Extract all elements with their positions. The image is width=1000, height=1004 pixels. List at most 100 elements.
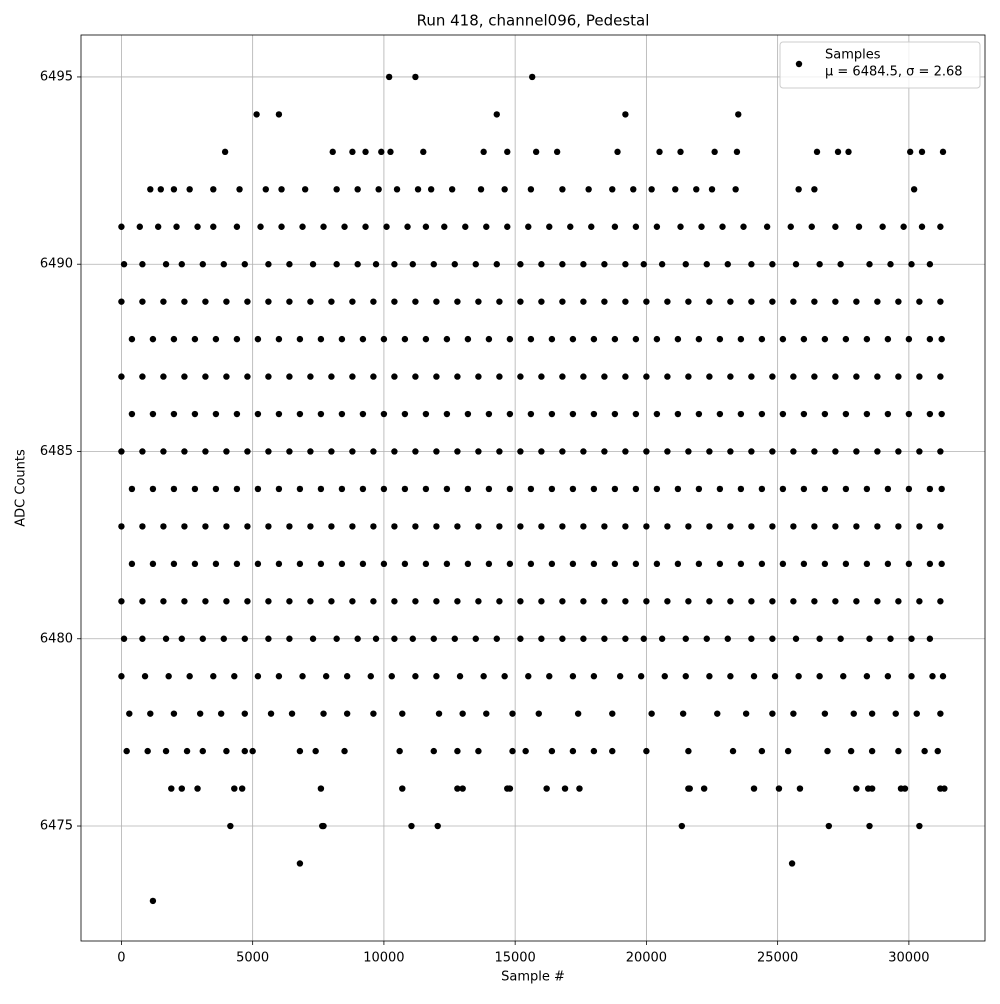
point bbox=[895, 523, 902, 530]
point bbox=[120, 635, 128, 642]
point bbox=[118, 223, 125, 230]
point bbox=[408, 822, 415, 830]
point bbox=[220, 261, 227, 268]
point bbox=[926, 560, 934, 568]
point bbox=[842, 335, 850, 343]
point bbox=[433, 373, 440, 380]
point bbox=[637, 673, 645, 680]
point bbox=[191, 410, 199, 418]
point bbox=[811, 298, 818, 305]
point bbox=[139, 523, 146, 530]
point bbox=[622, 448, 629, 455]
point bbox=[918, 223, 926, 230]
point bbox=[622, 298, 629, 305]
point bbox=[559, 261, 566, 268]
point bbox=[632, 485, 640, 493]
point bbox=[307, 523, 314, 530]
point bbox=[370, 710, 377, 717]
point bbox=[674, 410, 682, 418]
point bbox=[254, 335, 262, 343]
point bbox=[937, 523, 944, 530]
point bbox=[223, 523, 230, 530]
point bbox=[916, 373, 923, 380]
point bbox=[775, 785, 783, 792]
point bbox=[779, 485, 787, 493]
point bbox=[118, 598, 125, 605]
point bbox=[459, 785, 466, 792]
point bbox=[548, 485, 556, 493]
point bbox=[341, 747, 348, 755]
point bbox=[504, 223, 511, 230]
point bbox=[811, 448, 818, 455]
point bbox=[244, 523, 251, 530]
point bbox=[727, 373, 734, 380]
point bbox=[233, 560, 241, 568]
point bbox=[716, 410, 724, 418]
point bbox=[309, 261, 317, 268]
point bbox=[706, 598, 713, 605]
point bbox=[173, 223, 180, 230]
point bbox=[375, 186, 382, 193]
point bbox=[454, 785, 461, 792]
point bbox=[632, 335, 640, 343]
point bbox=[559, 186, 566, 193]
point bbox=[837, 635, 844, 642]
point bbox=[895, 298, 902, 305]
point bbox=[493, 261, 500, 268]
point bbox=[737, 560, 745, 568]
point bbox=[916, 298, 923, 305]
point bbox=[611, 485, 619, 493]
point bbox=[275, 560, 283, 568]
point bbox=[580, 261, 587, 268]
point bbox=[938, 410, 945, 418]
point bbox=[149, 560, 157, 568]
point bbox=[254, 560, 262, 568]
point bbox=[160, 373, 167, 380]
point bbox=[611, 410, 619, 418]
point bbox=[483, 710, 490, 717]
point bbox=[908, 673, 915, 680]
point bbox=[874, 523, 881, 530]
point bbox=[908, 635, 915, 642]
point bbox=[727, 298, 734, 305]
point bbox=[832, 598, 839, 605]
point bbox=[795, 186, 802, 193]
point bbox=[816, 261, 823, 268]
point bbox=[118, 448, 125, 455]
point bbox=[370, 298, 377, 305]
point bbox=[787, 223, 794, 230]
point bbox=[695, 485, 703, 493]
point bbox=[879, 223, 886, 230]
point bbox=[231, 785, 238, 792]
point bbox=[233, 223, 241, 230]
point bbox=[341, 223, 348, 230]
point bbox=[380, 485, 388, 493]
point bbox=[328, 448, 335, 455]
point bbox=[328, 598, 335, 605]
point bbox=[648, 710, 655, 717]
point bbox=[769, 448, 776, 455]
point bbox=[370, 373, 377, 380]
point bbox=[307, 373, 314, 380]
point bbox=[202, 298, 209, 305]
point bbox=[333, 261, 340, 268]
point bbox=[792, 261, 800, 268]
point bbox=[811, 186, 818, 193]
point bbox=[475, 523, 482, 530]
point bbox=[391, 523, 398, 530]
point bbox=[866, 635, 873, 642]
point bbox=[181, 373, 188, 380]
point bbox=[800, 485, 808, 493]
point bbox=[622, 598, 629, 605]
point bbox=[139, 298, 146, 305]
point bbox=[708, 186, 716, 193]
point bbox=[664, 373, 671, 380]
point bbox=[682, 673, 689, 680]
point bbox=[118, 373, 125, 380]
point bbox=[611, 560, 619, 568]
point bbox=[771, 673, 779, 680]
point bbox=[811, 598, 818, 605]
point bbox=[905, 560, 913, 568]
point bbox=[938, 485, 945, 493]
